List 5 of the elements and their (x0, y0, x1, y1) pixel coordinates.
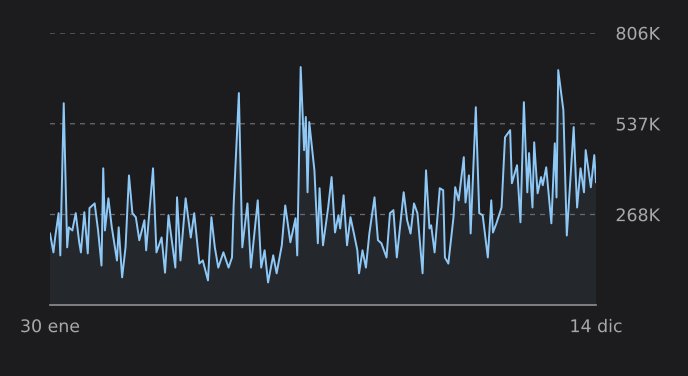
y-tick-label: 537K (616, 117, 660, 131)
x-tick-label: 14 dic (571, 318, 622, 332)
y-tick-label: 268K (616, 208, 660, 222)
y-tick-label: 806K (616, 26, 660, 40)
x-tick-label: 30 ene (21, 319, 80, 332)
